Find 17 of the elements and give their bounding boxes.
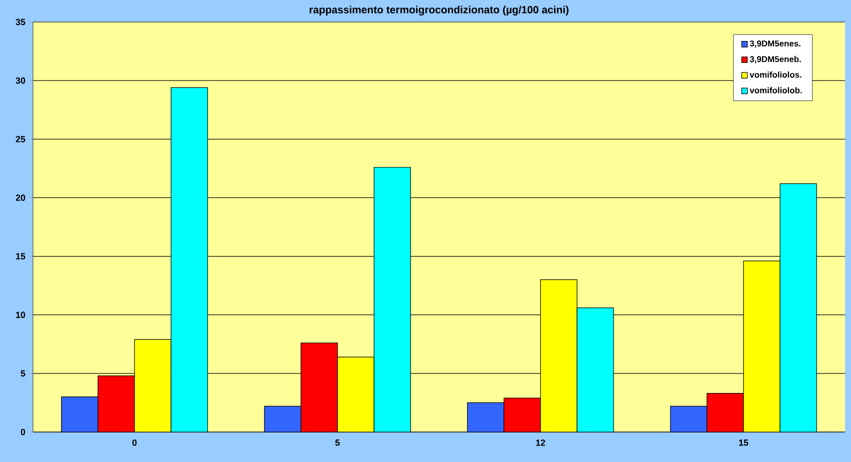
legend-label: 3,9DM5enes.	[750, 40, 800, 48]
x-tick-label: 0	[132, 440, 137, 446]
y-tick-label: 0	[20, 428, 26, 436]
x-tick-label: 5	[335, 440, 340, 446]
y-tick-label: 10	[16, 312, 26, 318]
legend-label: vomifoliolos.	[750, 71, 802, 78]
y-tick-label: 25	[16, 136, 26, 142]
y-tick-label: 30	[16, 77, 26, 84]
y-tick-label: 35	[16, 18, 26, 26]
y-tick-label: 5	[20, 370, 26, 377]
y-tick-label: 20	[16, 194, 26, 201]
legend-label: vomifoliolob.	[750, 87, 802, 94]
legend-label: 3,9DM5eneb.	[750, 56, 801, 64]
x-tick-label: 15	[739, 440, 748, 446]
x-tick-label: 12	[536, 440, 546, 446]
chart-title: rappassimento termoigrocondizionato (µg/100 acini)	[310, 6, 568, 16]
y-tick-label: 15	[16, 253, 26, 260]
